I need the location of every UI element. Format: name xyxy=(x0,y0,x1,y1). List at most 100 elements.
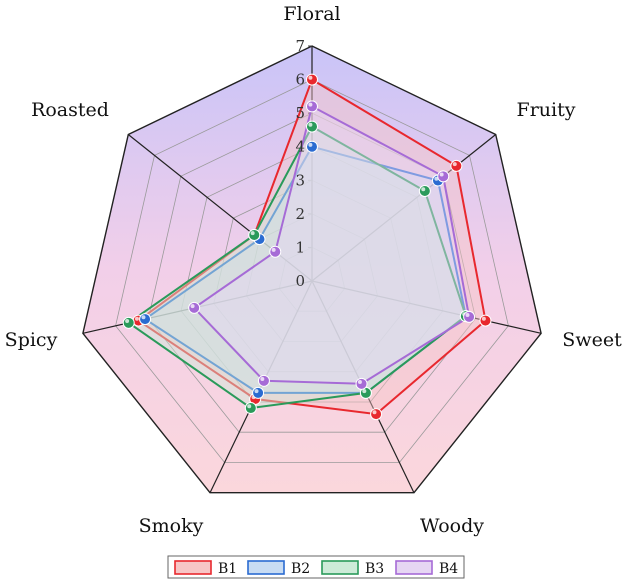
legend: B1 B2 B3 B4 xyxy=(167,555,465,579)
marker-highlight xyxy=(439,172,444,177)
marker-highlight xyxy=(141,315,146,320)
series-b4-area xyxy=(192,104,471,385)
legend-swatch xyxy=(321,560,359,575)
axis-spoke xyxy=(209,280,313,493)
series-b3-point xyxy=(122,316,135,329)
data-marker xyxy=(257,374,270,387)
legend-label: B1 xyxy=(218,561,237,577)
tick-label-7: 7 xyxy=(295,37,305,55)
marker-highlight xyxy=(247,404,252,409)
grid-ring xyxy=(246,213,378,342)
legend-label: B3 xyxy=(365,561,384,577)
data-marker xyxy=(355,377,368,390)
axis-label-smoky: Smoky xyxy=(139,515,204,537)
legend-item-b4: B4 xyxy=(395,560,458,577)
radar-grid xyxy=(82,45,542,494)
marker-highlight xyxy=(434,176,439,181)
tick-label-1: 1 xyxy=(295,238,305,256)
tick-label-4: 4 xyxy=(295,138,305,156)
series-b2-area xyxy=(143,145,467,394)
marker-highlight xyxy=(271,247,276,252)
axis-label-sweet: Sweet xyxy=(562,329,622,351)
legend-item-b2: B2 xyxy=(247,560,310,577)
data-marker xyxy=(188,301,201,314)
tick-label-6: 6 xyxy=(295,71,305,89)
legend-box xyxy=(167,555,465,579)
series-b4-point xyxy=(257,374,270,387)
axis-label-floral: Floral xyxy=(283,3,340,25)
axis-spoke xyxy=(311,280,542,334)
data-marker xyxy=(122,316,135,329)
series-b2-point xyxy=(252,386,265,399)
data-marker xyxy=(306,100,318,113)
series-b3-point xyxy=(306,120,318,133)
series-b3-area xyxy=(126,125,467,410)
series-b3-point xyxy=(418,184,431,197)
grid-ring xyxy=(180,146,444,403)
data-marker xyxy=(437,170,450,183)
grid-ring xyxy=(82,45,542,494)
data-marker xyxy=(418,184,431,197)
data-marker xyxy=(479,314,492,327)
series-b4-point xyxy=(463,310,476,323)
marker-highlight xyxy=(308,102,313,107)
series-b1-point xyxy=(306,73,318,86)
axis-labels: Floral Fruity Sweet Woody Smoky Spicy Roasted xyxy=(5,3,622,537)
series-b4-point xyxy=(437,170,450,183)
data-marker xyxy=(306,73,318,86)
marker-highlight xyxy=(134,316,139,321)
series-group xyxy=(122,73,492,421)
marker-highlight xyxy=(190,304,195,309)
data-marker xyxy=(370,408,383,421)
series-b1-point xyxy=(370,408,383,421)
legend-swatch xyxy=(247,560,285,575)
marker-highlight xyxy=(465,313,470,318)
grid-ring xyxy=(213,179,411,373)
marker-highlight xyxy=(125,319,130,324)
series-b4-point xyxy=(306,100,318,113)
marker-highlight xyxy=(452,162,457,167)
data-marker xyxy=(463,310,476,323)
data-marker xyxy=(450,159,463,172)
legend-item-b1: B1 xyxy=(174,560,237,577)
marker-highlight xyxy=(357,380,362,385)
data-marker xyxy=(244,402,257,415)
axis-label-roasted: Roasted xyxy=(31,99,109,121)
tick-label-5: 5 xyxy=(295,104,305,122)
legend-swatch xyxy=(174,560,212,575)
marker-highlight xyxy=(308,75,313,80)
data-marker xyxy=(306,120,318,133)
series-b3-point xyxy=(359,386,372,399)
marker-highlight xyxy=(362,389,367,394)
tick-label-2: 2 xyxy=(295,205,305,223)
series-b1-point xyxy=(450,159,463,172)
marker-highlight xyxy=(372,410,377,415)
marker-highlight xyxy=(260,377,265,382)
data-marker xyxy=(269,245,282,258)
marker-highlight xyxy=(308,122,313,127)
series-b4-point xyxy=(355,377,368,390)
axis-spoke xyxy=(311,134,497,282)
marker-highlight xyxy=(254,389,259,394)
axis-spoke xyxy=(127,134,313,282)
legend-swatch xyxy=(395,560,433,575)
grid-ring xyxy=(278,246,346,312)
data-marker xyxy=(139,313,152,326)
marker-highlight xyxy=(421,187,426,192)
marker-highlight xyxy=(481,316,486,321)
data-marker xyxy=(248,228,261,241)
series-b2-point xyxy=(306,140,318,153)
data-marker xyxy=(252,386,265,399)
axis-label-woody: Woody xyxy=(420,515,484,537)
axis-label-spicy: Spicy xyxy=(5,329,58,351)
legend-label: B4 xyxy=(439,561,458,577)
series-b4-point xyxy=(188,301,201,314)
tick-labels: 0 1 2 3 4 5 6 7 xyxy=(295,37,305,290)
legend-label: B2 xyxy=(291,561,310,577)
data-marker xyxy=(306,140,318,153)
series-b3-point xyxy=(248,228,261,241)
series-b1-point xyxy=(479,314,492,327)
marker-highlight xyxy=(250,231,255,236)
series-b3-point xyxy=(244,402,257,415)
